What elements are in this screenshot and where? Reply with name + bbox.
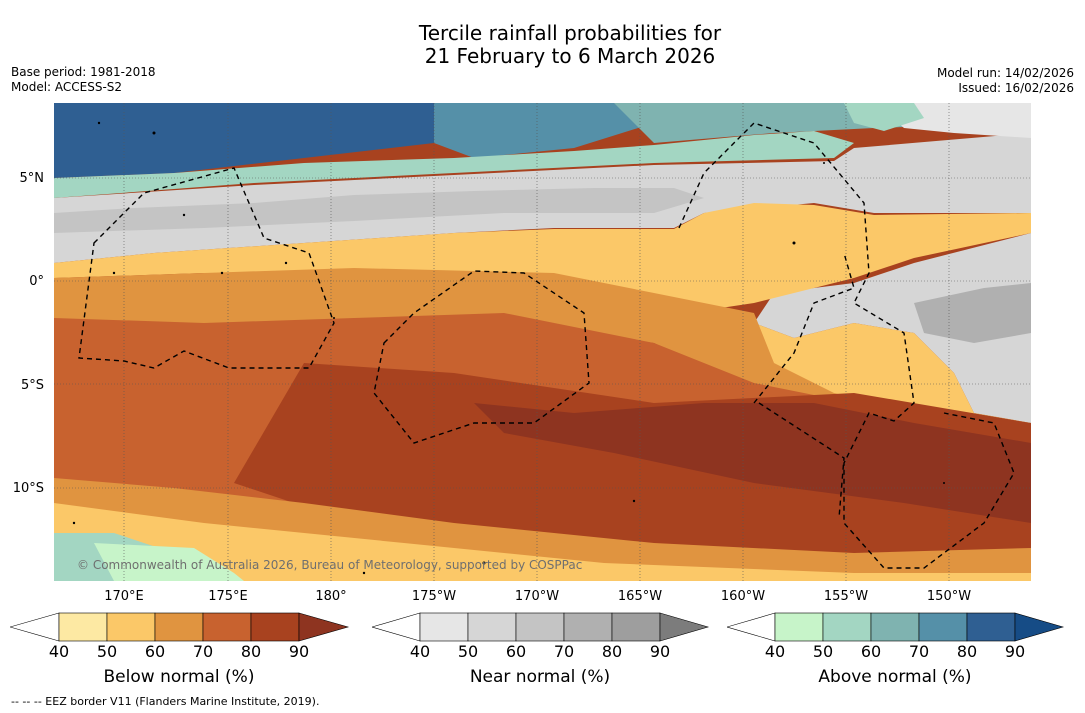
cbar-above-label: Above normal (%) xyxy=(818,667,972,687)
cbar-above-tick: 60 xyxy=(860,642,882,661)
region-near-east xyxy=(754,233,1031,423)
lon-label-155w: 155°W xyxy=(823,589,869,604)
cbar-above-seg-5 xyxy=(966,612,1016,642)
cbar-near-seg-2 xyxy=(467,612,517,642)
cbar-below-tick: 80 xyxy=(240,642,262,661)
cbar-near-arrow-left xyxy=(372,612,421,642)
cbar-near-tick: 70 xyxy=(553,642,575,661)
region-near-east-dark xyxy=(914,283,1031,343)
lon-label-180: 180° xyxy=(315,589,347,604)
cbar-below-label: Below normal (%) xyxy=(103,667,255,687)
meta-right: Model run: 14/02/2026 Issued: 16/02/2026 xyxy=(937,66,1074,96)
region-below-50-south xyxy=(54,503,1031,581)
cbar-above-tick: 70 xyxy=(908,642,930,661)
lon-label-175e: 175°E xyxy=(208,589,248,604)
lat-label-0: 0° xyxy=(29,274,44,289)
cbar-above-tick: 50 xyxy=(812,642,834,661)
copyright-notice: © Commonwealth of Australia 2026, Bureau… xyxy=(77,558,583,572)
map-panel xyxy=(54,103,1031,581)
cbar-below-arrow-right xyxy=(298,612,350,642)
lon-label-170e: 170°E xyxy=(104,589,144,604)
title-line-2: 21 February to 6 March 2026 xyxy=(424,44,716,68)
cbar-near-tick: 50 xyxy=(457,642,479,661)
region-above-70 xyxy=(434,103,654,158)
colorbar-near xyxy=(372,612,710,642)
cbar-above-seg-2 xyxy=(822,612,872,642)
lon-label-165w: 165°W xyxy=(617,589,663,604)
eez-borders xyxy=(78,122,1015,569)
cbar-above-arrow-left xyxy=(727,612,776,642)
map-title: Tercile rainfall probabilities for 21 Fe… xyxy=(0,22,1085,68)
lat-label-10s: 10°S xyxy=(12,481,44,496)
probability-map xyxy=(54,103,1031,581)
region-below-60 xyxy=(54,268,1031,463)
grid-lines xyxy=(54,103,1031,581)
cbar-below-seg-5 xyxy=(250,612,300,642)
lat-label-5n: 5°N xyxy=(19,171,45,186)
cbar-near-seg-3 xyxy=(515,612,565,642)
cbar-near-tick: 80 xyxy=(601,642,623,661)
cbar-below-seg-4 xyxy=(202,612,252,642)
colorbar-above xyxy=(727,612,1065,642)
region-below-90 xyxy=(474,403,1031,523)
cbar-above-seg-4 xyxy=(918,612,968,642)
cbar-above-tick: 80 xyxy=(956,642,978,661)
base-period: Base period: 1981-2018 xyxy=(11,65,156,79)
region-above-90 xyxy=(54,103,524,178)
cbar-near-seg-5 xyxy=(611,612,661,642)
cbar-near-tick: 40 xyxy=(409,642,431,661)
meta-left: Base period: 1981-2018 Model: ACCESS-S2 xyxy=(11,65,156,95)
cbar-below-tick: 90 xyxy=(288,642,310,661)
cbar-near-tick: 90 xyxy=(649,642,671,661)
colorbar-below xyxy=(10,612,350,642)
cbar-above-tick: 90 xyxy=(1004,642,1026,661)
lon-label-150w: 150°W xyxy=(926,589,972,604)
cbar-near-seg-1 xyxy=(419,612,469,642)
cbar-near-seg-4 xyxy=(563,612,613,642)
lon-label-175w: 175°W xyxy=(411,589,457,604)
cbar-below-tick: 60 xyxy=(144,642,166,661)
region-near-60 xyxy=(54,188,704,233)
title-line-1: Tercile rainfall probabilities for xyxy=(418,21,722,45)
cbar-near-tick: 60 xyxy=(505,642,527,661)
region-below-50-east xyxy=(754,323,1031,433)
issued-date: Issued: 16/02/2026 xyxy=(958,81,1074,95)
cbar-below-tick: 40 xyxy=(48,642,70,661)
lon-label-160w: 160°W xyxy=(720,589,766,604)
lat-label-5s: 5°S xyxy=(20,378,44,393)
region-below-50 xyxy=(54,203,1031,318)
cbar-below-tick: 70 xyxy=(192,642,214,661)
region-above-60-ne xyxy=(844,103,924,131)
cbar-below-seg-1 xyxy=(58,612,108,642)
model-run: Model run: 14/02/2026 xyxy=(936,66,1074,80)
cbar-near-label: Near normal (%) xyxy=(469,667,611,687)
cbar-below-arrow-left xyxy=(10,612,60,642)
model-name: Model: ACCESS-S2 xyxy=(11,80,123,94)
cbar-above-arrow-right xyxy=(1014,612,1065,642)
cbar-below-seg-3 xyxy=(154,612,204,642)
lon-label-170w: 170°W xyxy=(514,589,560,604)
cbar-above-tick: 40 xyxy=(764,642,786,661)
eez-footnote: -- -- -- EEZ border V11 (Flanders Marine… xyxy=(11,695,320,708)
cbar-below-seg-2 xyxy=(106,612,156,642)
region-above-50 xyxy=(54,131,854,198)
islands xyxy=(72,121,945,575)
cbar-near-arrow-right xyxy=(659,612,710,642)
cbar-above-seg-3 xyxy=(870,612,920,642)
cbar-below-tick: 50 xyxy=(96,642,118,661)
region-above-40-sw xyxy=(94,543,244,581)
cbar-above-seg-1 xyxy=(774,612,824,642)
